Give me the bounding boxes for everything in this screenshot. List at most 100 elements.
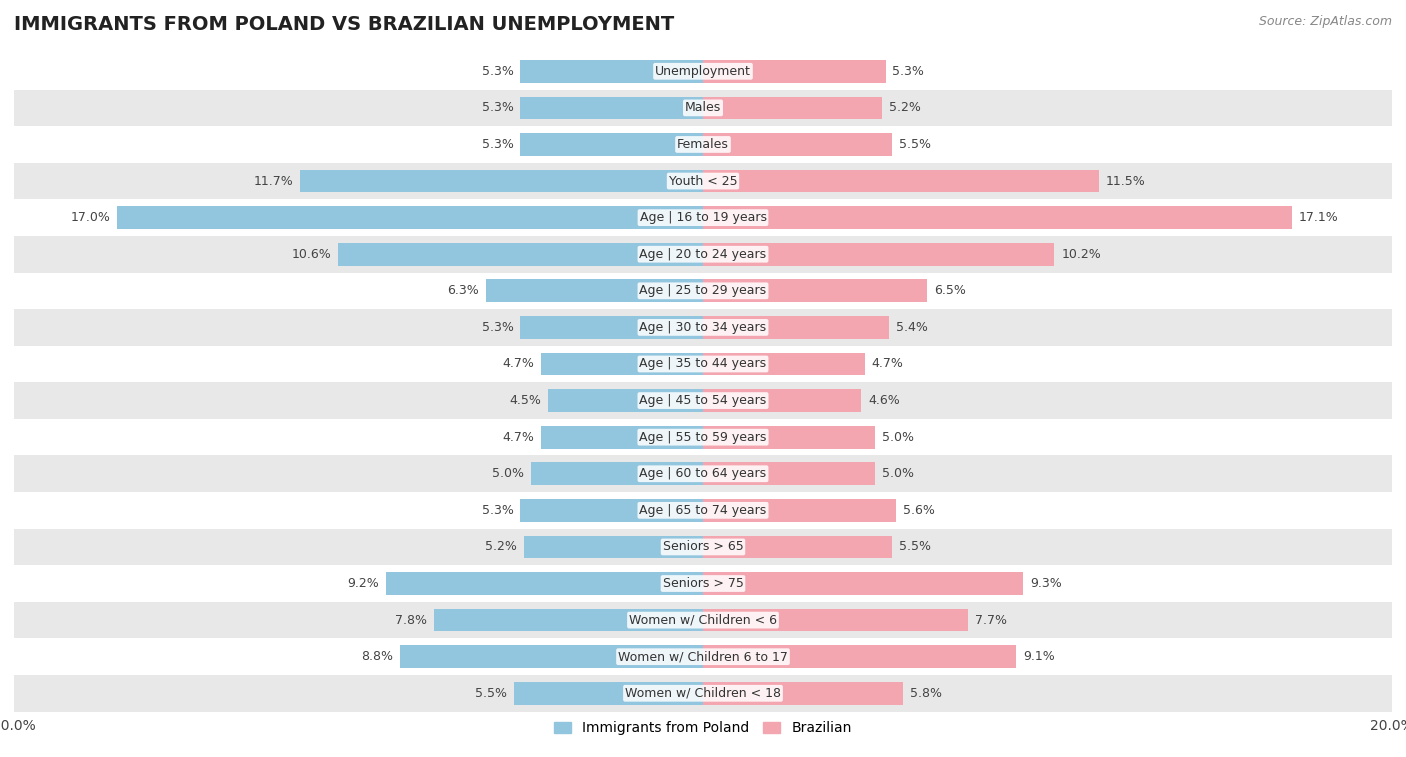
Bar (14, 126, 1392, 163)
Text: Males: Males (685, 101, 721, 114)
Bar (299, 170, 703, 192)
Text: 5.3%: 5.3% (482, 138, 513, 151)
Bar (14, 346, 1392, 382)
Bar (703, 609, 969, 631)
Text: 5.3%: 5.3% (482, 504, 513, 517)
Bar (703, 97, 882, 119)
Bar (14, 273, 1392, 309)
Bar (531, 463, 703, 485)
Bar (14, 89, 1392, 126)
Text: 10.2%: 10.2% (1062, 248, 1101, 260)
Text: 10.6%: 10.6% (291, 248, 330, 260)
Text: 5.3%: 5.3% (482, 65, 513, 78)
Text: Women w/ Children < 6: Women w/ Children < 6 (628, 614, 778, 627)
Bar (486, 279, 703, 302)
Text: 4.7%: 4.7% (872, 357, 904, 370)
Bar (703, 499, 896, 522)
Bar (14, 309, 1392, 346)
Bar (14, 382, 1392, 419)
Text: 7.7%: 7.7% (976, 614, 1007, 627)
Bar (703, 536, 893, 558)
Text: 7.8%: 7.8% (395, 614, 427, 627)
Text: Females: Females (678, 138, 728, 151)
Bar (703, 279, 927, 302)
Text: Age | 45 to 54 years: Age | 45 to 54 years (640, 394, 766, 407)
Bar (14, 163, 1392, 199)
Text: 5.2%: 5.2% (889, 101, 921, 114)
Bar (520, 316, 703, 338)
Bar (703, 682, 903, 705)
Text: 4.6%: 4.6% (869, 394, 900, 407)
Bar (703, 463, 875, 485)
Text: Seniors > 65: Seniors > 65 (662, 540, 744, 553)
Bar (14, 602, 1392, 638)
Bar (703, 207, 1292, 229)
Text: Age | 30 to 34 years: Age | 30 to 34 years (640, 321, 766, 334)
Text: 17.0%: 17.0% (70, 211, 111, 224)
Text: Seniors > 75: Seniors > 75 (662, 577, 744, 590)
Text: 5.4%: 5.4% (896, 321, 928, 334)
Text: Age | 35 to 44 years: Age | 35 to 44 years (640, 357, 766, 370)
Bar (524, 536, 703, 558)
Legend: Immigrants from Poland, Brazilian: Immigrants from Poland, Brazilian (548, 716, 858, 741)
Text: 9.3%: 9.3% (1031, 577, 1062, 590)
Text: Age | 60 to 64 years: Age | 60 to 64 years (640, 467, 766, 480)
Bar (337, 243, 703, 266)
Bar (703, 170, 1099, 192)
Text: 6.3%: 6.3% (447, 285, 479, 298)
Text: 5.3%: 5.3% (482, 321, 513, 334)
Text: 6.5%: 6.5% (934, 285, 966, 298)
Text: 5.0%: 5.0% (882, 431, 914, 444)
Bar (703, 316, 889, 338)
Bar (703, 572, 1024, 595)
Text: 5.3%: 5.3% (482, 101, 513, 114)
Bar (14, 565, 1392, 602)
Text: 5.5%: 5.5% (900, 138, 931, 151)
Text: Age | 65 to 74 years: Age | 65 to 74 years (640, 504, 766, 517)
Text: 4.7%: 4.7% (502, 357, 534, 370)
Text: Age | 16 to 19 years: Age | 16 to 19 years (640, 211, 766, 224)
Bar (14, 638, 1392, 675)
Bar (703, 389, 862, 412)
Text: 4.5%: 4.5% (509, 394, 541, 407)
Text: 5.0%: 5.0% (492, 467, 524, 480)
Bar (703, 426, 875, 448)
Bar (703, 60, 886, 83)
Text: 11.5%: 11.5% (1107, 175, 1146, 188)
Bar (399, 646, 703, 668)
Bar (520, 499, 703, 522)
Text: 5.2%: 5.2% (485, 540, 517, 553)
Bar (434, 609, 703, 631)
Bar (703, 133, 893, 156)
Bar (14, 199, 1392, 236)
Bar (548, 389, 703, 412)
Text: Women w/ Children < 18: Women w/ Children < 18 (626, 687, 780, 699)
Bar (14, 492, 1392, 528)
Bar (513, 682, 703, 705)
Text: Age | 25 to 29 years: Age | 25 to 29 years (640, 285, 766, 298)
Text: Women w/ Children 6 to 17: Women w/ Children 6 to 17 (619, 650, 787, 663)
Text: 5.0%: 5.0% (882, 467, 914, 480)
Text: 5.6%: 5.6% (903, 504, 935, 517)
Text: Source: ZipAtlas.com: Source: ZipAtlas.com (1258, 15, 1392, 28)
Text: IMMIGRANTS FROM POLAND VS BRAZILIAN UNEMPLOYMENT: IMMIGRANTS FROM POLAND VS BRAZILIAN UNEM… (14, 15, 675, 34)
Text: 5.5%: 5.5% (900, 540, 931, 553)
Bar (14, 528, 1392, 565)
Bar (541, 353, 703, 375)
Text: Age | 20 to 24 years: Age | 20 to 24 years (640, 248, 766, 260)
Bar (520, 133, 703, 156)
Bar (520, 60, 703, 83)
Text: 4.7%: 4.7% (502, 431, 534, 444)
Text: 9.2%: 9.2% (347, 577, 380, 590)
Text: 5.3%: 5.3% (893, 65, 924, 78)
Text: 5.8%: 5.8% (910, 687, 942, 699)
Bar (703, 243, 1054, 266)
Text: 5.5%: 5.5% (475, 687, 506, 699)
Bar (387, 572, 703, 595)
Text: 17.1%: 17.1% (1299, 211, 1339, 224)
Text: Age | 55 to 59 years: Age | 55 to 59 years (640, 431, 766, 444)
Bar (703, 646, 1017, 668)
Bar (14, 456, 1392, 492)
Text: 8.8%: 8.8% (361, 650, 392, 663)
Bar (703, 353, 865, 375)
